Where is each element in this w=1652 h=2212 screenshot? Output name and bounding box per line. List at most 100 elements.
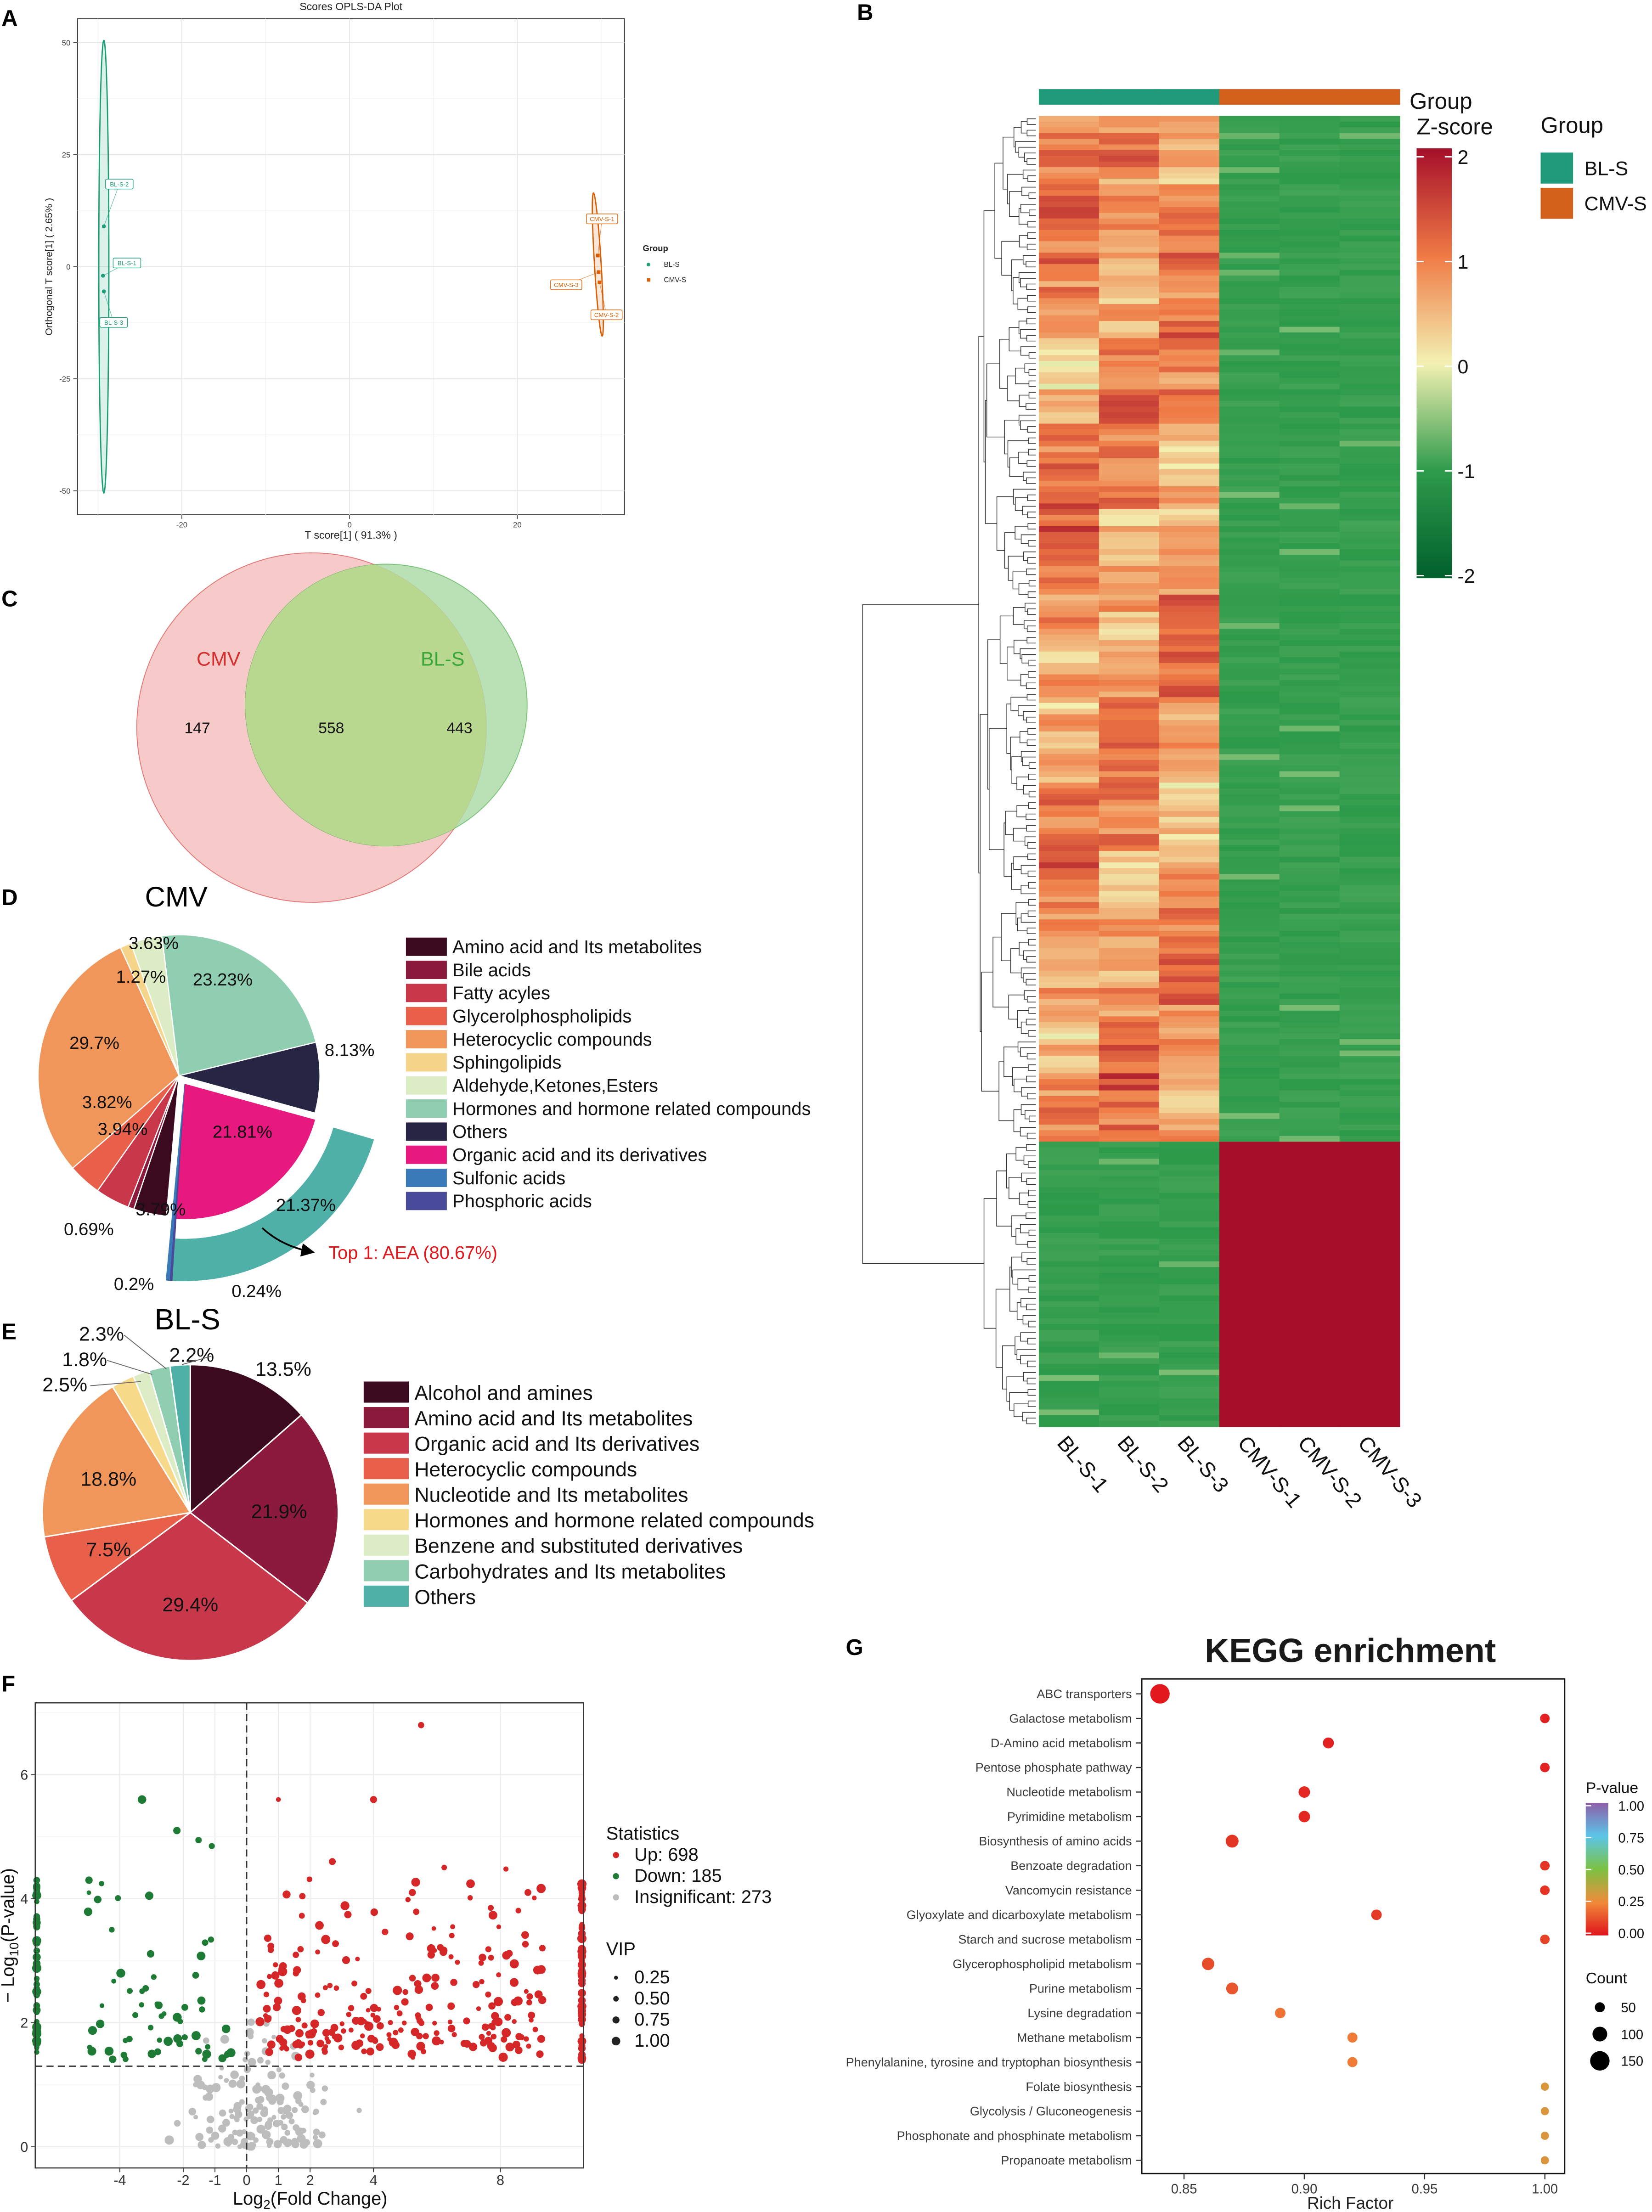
heatmap-cell <box>1159 1272 1220 1279</box>
heatmap-cell <box>1038 765 1099 772</box>
x-axis-title-part: Log <box>233 2189 264 2209</box>
volcano-point <box>486 2031 491 2036</box>
heatmap-cell <box>1099 253 1160 259</box>
heatmap-cell <box>1279 1392 1340 1399</box>
heatmap-cell <box>1038 999 1099 1006</box>
heatmap-cell <box>1279 1090 1340 1097</box>
heatmap-cell <box>1279 1244 1340 1250</box>
heatmap-cell <box>1099 389 1160 396</box>
heatmap-cell <box>1099 1272 1160 1279</box>
heatmap-cell <box>1219 1346 1280 1353</box>
heatmap-cell <box>1219 287 1280 293</box>
heatmap-cell <box>1279 429 1340 436</box>
dendrogram-branch <box>1004 532 1015 569</box>
heatmap-cell <box>1159 629 1220 635</box>
heatmap-cell <box>1159 435 1220 441</box>
heatmap-cell <box>1339 646 1400 652</box>
heatmap-cell <box>1279 1056 1340 1063</box>
heatmap-cell <box>1339 338 1400 344</box>
x-tick-label: 0 <box>243 2172 251 2188</box>
volcano-point <box>205 2092 214 2101</box>
dendrogram-branch <box>1027 1401 1036 1407</box>
heatmap-cell <box>1219 1182 1280 1188</box>
volcano-point <box>195 2133 204 2141</box>
heatmap-cell <box>1339 150 1400 157</box>
heatmap-cell <box>1219 993 1280 1000</box>
heatmap-cell <box>1099 748 1160 755</box>
heatmap-cell <box>1279 754 1340 760</box>
volcano-point <box>295 2029 304 2038</box>
y-tick-label: 50 <box>62 39 71 47</box>
heatmap-cell <box>1339 748 1400 755</box>
heatmap-cell <box>1099 224 1160 231</box>
heatmap-cell <box>1038 446 1099 453</box>
volcano-point <box>490 2025 496 2031</box>
volcano-point <box>396 2010 403 2016</box>
legend-swatch <box>363 1509 409 1531</box>
y-axis-title: − Log10(P-value) <box>0 1868 21 2003</box>
heatmap-cell <box>1159 264 1220 270</box>
heatmap-cell <box>1339 343 1400 350</box>
heatmap-cell <box>1279 555 1340 561</box>
heatmap-cell <box>1279 1278 1340 1285</box>
heatmap-cell <box>1219 891 1280 897</box>
heatmap-cell <box>1339 902 1400 909</box>
heatmap-cell <box>1099 902 1160 909</box>
heatmap-cell <box>1159 150 1220 157</box>
heatmap-cell <box>1099 1312 1160 1319</box>
heatmap-cell <box>1159 526 1220 533</box>
volcano-point <box>282 2082 289 2090</box>
heatmap-cell <box>1219 726 1280 732</box>
dendrogram-branch <box>1027 306 1036 313</box>
heatmap-cell <box>1219 1142 1280 1148</box>
heatmap-cell <box>1279 674 1340 681</box>
heatmap-cell <box>1099 777 1160 783</box>
heatmap-cell <box>1339 298 1400 304</box>
heatmap-cell <box>1099 942 1160 949</box>
heatmap-cell <box>1159 1267 1220 1273</box>
heatmap-cell <box>1219 515 1280 521</box>
heatmap-cell <box>1038 743 1099 749</box>
count-legend-marker <box>1595 2002 1605 2013</box>
heatmap-cell <box>1339 372 1400 379</box>
volcano-point <box>265 2060 271 2065</box>
heatmap-cell <box>1279 1369 1340 1376</box>
heatmap-cell <box>1219 1295 1280 1302</box>
heatmap-cell <box>1159 503 1220 510</box>
heatmap-cell <box>1219 543 1280 550</box>
heatmap-cell <box>1038 395 1099 401</box>
heatmap-cell <box>1038 190 1099 197</box>
legend-marker <box>613 1894 619 1901</box>
heatmap-cell <box>1099 1364 1160 1370</box>
dendrogram-branch <box>1011 862 1021 890</box>
heatmap-cell <box>1159 446 1220 453</box>
volcano-point <box>96 2020 105 2028</box>
heatmap-cell <box>1339 1170 1400 1176</box>
heatmap-cell <box>1339 423 1400 430</box>
heatmap-cell <box>1339 355 1400 361</box>
volcano-point <box>504 2014 512 2021</box>
volcano-point <box>411 2027 419 2037</box>
sample-label-box <box>586 214 618 225</box>
heatmap-cell <box>1339 1016 1400 1023</box>
heatmap-cell <box>1279 503 1340 510</box>
heatmap-cell <box>1279 1352 1340 1359</box>
dendrogram-branch <box>1026 568 1036 575</box>
volcano-point <box>515 2033 523 2040</box>
heatmap-cell <box>1159 993 1220 1000</box>
heatmap-cell <box>1159 298 1220 304</box>
heatmap-cell <box>1339 1284 1400 1290</box>
heatmap-cell <box>1219 942 1280 949</box>
heatmap-cell <box>1038 629 1099 635</box>
volcano-point <box>181 2034 188 2041</box>
heatmap-cell <box>1038 1272 1099 1279</box>
heatmap-cell <box>1219 150 1280 157</box>
heatmap-cell <box>1099 412 1160 419</box>
heatmap-cell <box>1219 1238 1280 1245</box>
volcano-point <box>219 2109 226 2117</box>
dendrogram-branch <box>1026 460 1036 467</box>
heatmap-cell <box>1159 1312 1220 1319</box>
heatmap-cell <box>1038 1335 1099 1342</box>
heatmap-cell <box>1159 492 1220 498</box>
heatmap-cell <box>1099 475 1160 481</box>
